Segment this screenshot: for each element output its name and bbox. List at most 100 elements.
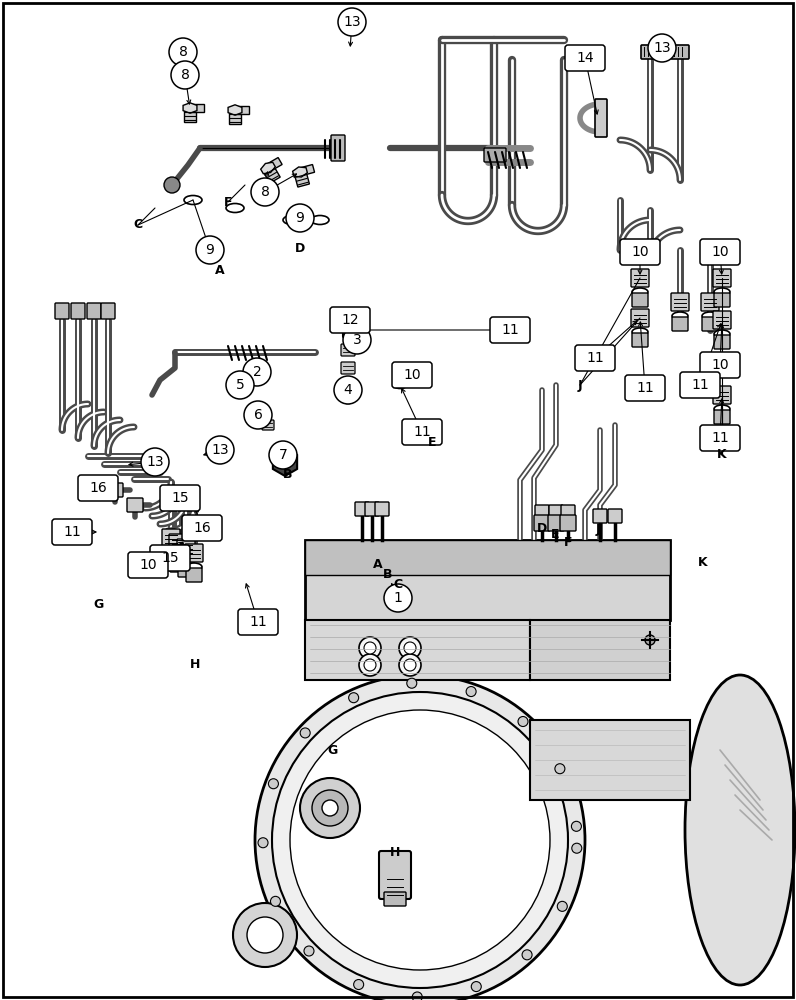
Text: A: A — [373, 558, 383, 572]
Polygon shape — [530, 720, 690, 800]
Circle shape — [300, 728, 310, 738]
FancyBboxPatch shape — [186, 568, 202, 582]
Text: 7: 7 — [279, 448, 287, 462]
FancyBboxPatch shape — [560, 515, 576, 531]
Text: 11: 11 — [691, 378, 709, 392]
FancyBboxPatch shape — [714, 293, 730, 307]
Circle shape — [334, 376, 362, 404]
Text: 4: 4 — [344, 383, 353, 397]
Polygon shape — [305, 620, 530, 680]
FancyBboxPatch shape — [714, 410, 730, 424]
Text: 11: 11 — [586, 351, 604, 365]
Circle shape — [271, 896, 280, 906]
FancyBboxPatch shape — [490, 317, 530, 343]
Text: 13: 13 — [654, 41, 671, 55]
Circle shape — [268, 779, 279, 789]
FancyBboxPatch shape — [185, 544, 203, 562]
Text: 5: 5 — [236, 378, 244, 392]
Polygon shape — [229, 108, 241, 124]
Circle shape — [196, 236, 224, 264]
FancyBboxPatch shape — [52, 519, 92, 545]
FancyBboxPatch shape — [393, 364, 407, 376]
Ellipse shape — [714, 330, 730, 338]
Circle shape — [304, 946, 314, 956]
FancyBboxPatch shape — [160, 485, 200, 511]
FancyBboxPatch shape — [631, 269, 649, 287]
FancyBboxPatch shape — [700, 352, 740, 378]
Circle shape — [251, 178, 279, 206]
Circle shape — [206, 436, 234, 464]
Circle shape — [164, 177, 180, 193]
FancyBboxPatch shape — [101, 303, 115, 319]
Ellipse shape — [393, 381, 407, 388]
Circle shape — [572, 843, 582, 853]
FancyBboxPatch shape — [713, 311, 731, 329]
FancyBboxPatch shape — [700, 239, 740, 265]
Text: H: H — [390, 846, 400, 858]
Text: 10: 10 — [404, 368, 421, 382]
Text: 16: 16 — [89, 481, 107, 495]
Text: 11: 11 — [413, 425, 431, 439]
FancyBboxPatch shape — [700, 425, 740, 451]
Polygon shape — [305, 540, 670, 620]
FancyBboxPatch shape — [177, 539, 195, 557]
Circle shape — [255, 675, 585, 1000]
Text: 1: 1 — [393, 591, 403, 605]
Circle shape — [244, 401, 272, 429]
Circle shape — [343, 326, 371, 354]
FancyBboxPatch shape — [535, 505, 549, 519]
Circle shape — [233, 903, 297, 967]
FancyBboxPatch shape — [632, 333, 648, 347]
Circle shape — [338, 8, 366, 36]
FancyBboxPatch shape — [534, 515, 550, 531]
FancyBboxPatch shape — [714, 335, 730, 349]
FancyBboxPatch shape — [608, 509, 622, 523]
Ellipse shape — [184, 196, 202, 205]
Circle shape — [272, 692, 568, 988]
Circle shape — [300, 778, 360, 838]
Ellipse shape — [283, 216, 301, 225]
Text: E: E — [427, 436, 436, 448]
Text: 8: 8 — [181, 68, 189, 82]
Polygon shape — [235, 106, 249, 114]
Text: H: H — [189, 658, 200, 672]
Text: B: B — [383, 568, 392, 582]
Text: 15: 15 — [171, 491, 189, 505]
Circle shape — [258, 838, 268, 848]
Text: 10: 10 — [139, 558, 157, 572]
FancyBboxPatch shape — [341, 379, 355, 391]
FancyBboxPatch shape — [170, 558, 186, 572]
Polygon shape — [228, 105, 242, 115]
FancyBboxPatch shape — [392, 362, 432, 388]
Text: 14: 14 — [576, 51, 594, 65]
Ellipse shape — [685, 675, 795, 985]
FancyBboxPatch shape — [620, 239, 660, 265]
Polygon shape — [294, 169, 310, 187]
FancyBboxPatch shape — [671, 293, 689, 311]
Text: J: J — [595, 524, 600, 536]
Text: F: F — [564, 536, 572, 548]
Ellipse shape — [311, 216, 329, 225]
Circle shape — [522, 950, 532, 960]
Text: 12: 12 — [341, 313, 359, 327]
FancyBboxPatch shape — [341, 362, 355, 374]
Text: 11: 11 — [501, 323, 519, 337]
Circle shape — [557, 901, 568, 911]
Circle shape — [312, 790, 348, 826]
FancyBboxPatch shape — [575, 345, 615, 371]
FancyBboxPatch shape — [169, 534, 187, 552]
FancyBboxPatch shape — [162, 529, 180, 547]
Ellipse shape — [714, 288, 730, 296]
Circle shape — [243, 358, 271, 386]
Circle shape — [404, 642, 416, 654]
Text: 13: 13 — [211, 443, 228, 457]
Circle shape — [364, 659, 376, 671]
Circle shape — [399, 654, 421, 676]
FancyBboxPatch shape — [631, 309, 649, 327]
FancyBboxPatch shape — [127, 498, 143, 512]
Circle shape — [572, 821, 581, 831]
FancyBboxPatch shape — [238, 609, 278, 635]
Circle shape — [349, 693, 359, 703]
FancyBboxPatch shape — [548, 515, 564, 531]
Polygon shape — [305, 540, 670, 575]
